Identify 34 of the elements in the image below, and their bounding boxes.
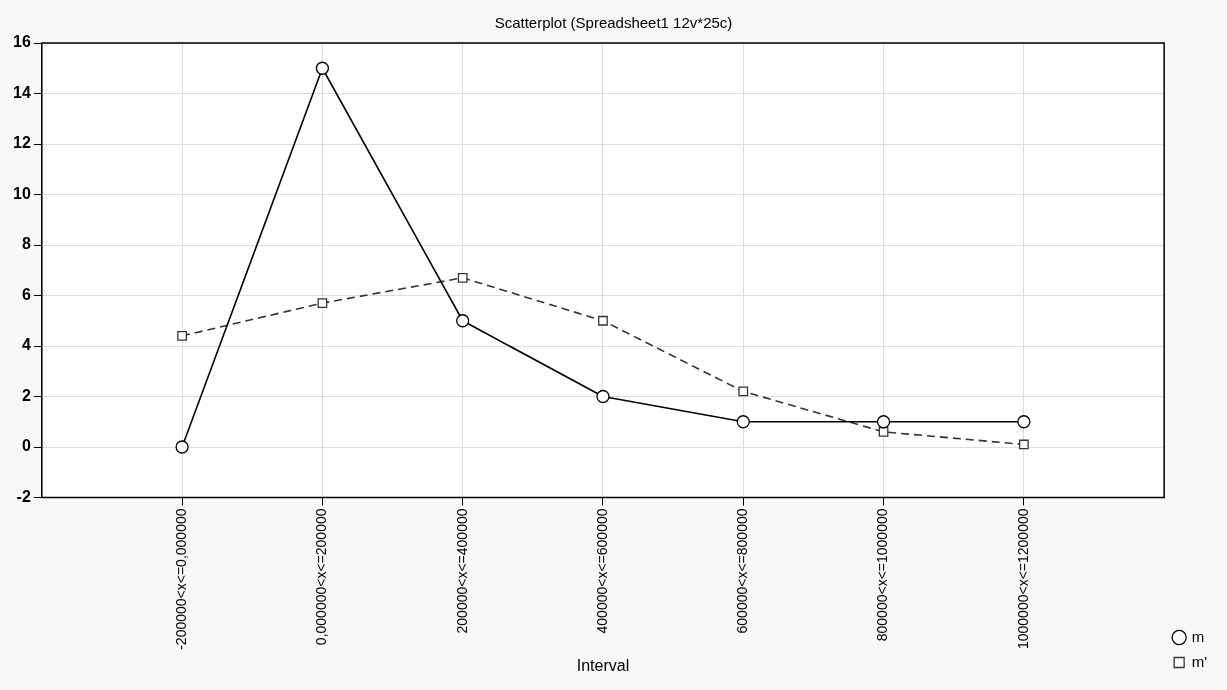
point (457, 272, 468, 283)
x-tick-label: 400000<x<=600000 (593, 508, 610, 634)
point (175, 440, 189, 454)
chart-title: Scatterplot (Spreadsheet1 12v*25c) (494, 14, 733, 32)
y-tick-label: 14 (13, 83, 31, 101)
point (315, 61, 330, 75)
point (317, 298, 328, 308)
x-tick-label: 0,000000<x<=200000 (313, 508, 330, 646)
y-tick-label: 8 (21, 235, 31, 253)
y-tick-label: 16 (13, 33, 31, 51)
x-tick-label: 800000<x<=1000000 (874, 508, 891, 642)
point (738, 386, 749, 397)
x-tick-label: 1000000<x<=1200000 (1014, 508, 1031, 650)
point (456, 314, 470, 328)
y-tick-label: 12 (13, 134, 31, 152)
x-tick-label: 600000<x<=800000 (734, 508, 751, 634)
point (876, 415, 891, 429)
y-tick-label: 6 (21, 285, 31, 303)
y-tick-label: -2 (16, 487, 31, 505)
point (1018, 439, 1029, 450)
legend-label: m' (1191, 652, 1208, 670)
x-axis-title: Interval (576, 656, 630, 674)
point (598, 315, 608, 326)
y-tick-label: 0 (21, 437, 31, 455)
point (177, 331, 187, 341)
x-tick-label: -200000<x<=0,000000 (172, 508, 189, 650)
y-tick-label: 2 (21, 386, 31, 404)
point (1017, 415, 1031, 429)
y-tick-label: 4 (21, 336, 31, 354)
point (596, 389, 610, 404)
point (736, 415, 750, 429)
legend-label: m (1191, 627, 1205, 645)
x-tick-label: 200000<x<=400000 (453, 508, 470, 634)
y-tick-label: 10 (13, 184, 31, 202)
